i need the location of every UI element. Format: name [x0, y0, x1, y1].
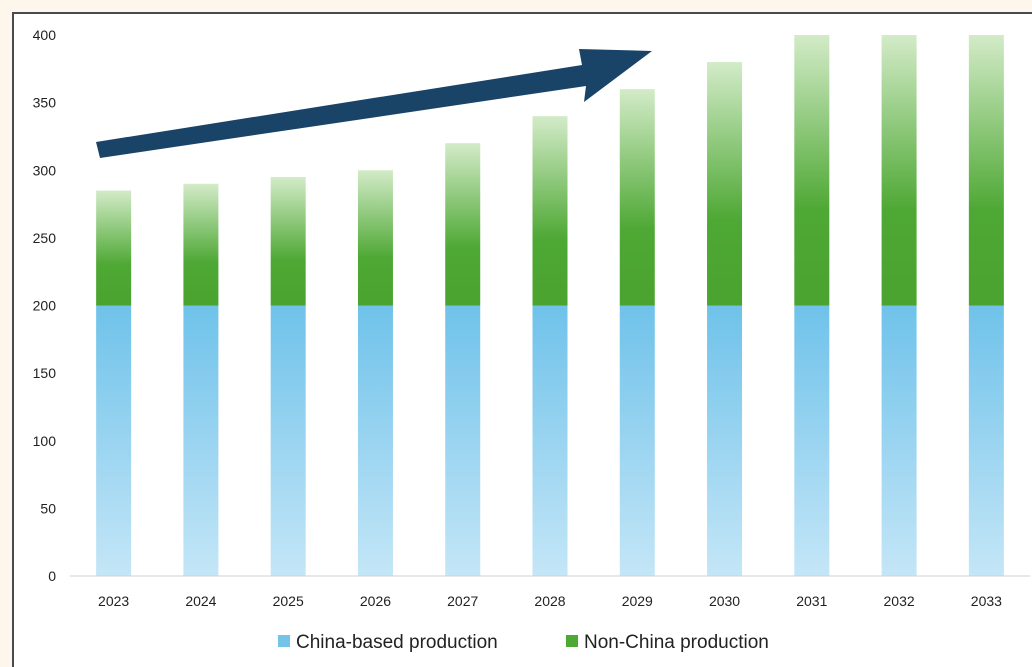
x-tick-label: 2023 [98, 593, 129, 609]
x-tick-label: 2025 [273, 593, 304, 609]
x-tick-label: 2030 [709, 593, 740, 609]
legend: China-based production Non-China product… [278, 632, 769, 653]
chart-frame: 0 50 100 150 200 250 300 350 400 2023 2024 2025 202… [12, 12, 1032, 667]
trend-arrow-icon [96, 49, 652, 158]
bar-china-2027 [445, 305, 481, 576]
bar-china-2032 [881, 305, 917, 576]
y-tick-label: 400 [33, 27, 57, 43]
bar-china-2024 [183, 305, 219, 576]
y-axis-ticks: 0 50 100 150 200 250 300 350 400 [33, 27, 57, 584]
x-axis-ticks: 2023 2024 2025 2026 2027 2028 2029 2030 2031 2032… [98, 593, 1002, 609]
bars [96, 35, 1004, 576]
bar-china-2031 [794, 305, 830, 576]
x-tick-label: 2032 [884, 593, 915, 609]
bar-non-china-2030 [707, 62, 743, 306]
y-tick-label: 350 [33, 95, 57, 111]
bar-non-china-2025 [270, 177, 306, 306]
bar-non-china-2024 [183, 183, 219, 306]
bar-china-2029 [619, 305, 655, 576]
y-tick-label: 50 [40, 500, 56, 516]
x-tick-label: 2027 [447, 593, 478, 609]
legend-swatch-non-china [566, 635, 578, 647]
x-tick-label: 2031 [796, 593, 827, 609]
bar-non-china-2023 [96, 190, 132, 306]
x-tick-label: 2026 [360, 593, 391, 609]
legend-label-china: China-based production [296, 632, 498, 653]
bar-china-2023 [96, 305, 132, 576]
y-tick-label: 0 [48, 568, 56, 584]
y-tick-label: 150 [33, 365, 57, 381]
x-tick-label: 2029 [622, 593, 653, 609]
bar-china-2026 [357, 305, 393, 576]
bar-china-2030 [707, 305, 743, 576]
x-tick-label: 2024 [185, 593, 216, 609]
y-tick-label: 200 [33, 298, 57, 314]
bar-non-china-2032 [881, 35, 917, 306]
bar-non-china-2033 [968, 35, 1004, 306]
legend-swatch-china [278, 635, 290, 647]
bar-non-china-2028 [532, 116, 568, 306]
bar-china-2025 [270, 305, 306, 576]
bar-non-china-2029 [619, 89, 655, 306]
bar-non-china-2031 [794, 35, 830, 306]
bar-china-2028 [532, 305, 568, 576]
y-tick-label: 100 [33, 433, 57, 449]
bar-non-china-2026 [357, 170, 393, 306]
bar-non-china-2027 [445, 143, 481, 306]
x-tick-label: 2028 [534, 593, 565, 609]
y-tick-label: 300 [33, 162, 57, 178]
bar-china-2033 [968, 305, 1004, 576]
x-tick-label: 2033 [971, 593, 1002, 609]
legend-label-non-china: Non-China production [584, 632, 769, 653]
y-tick-label: 250 [33, 230, 57, 246]
